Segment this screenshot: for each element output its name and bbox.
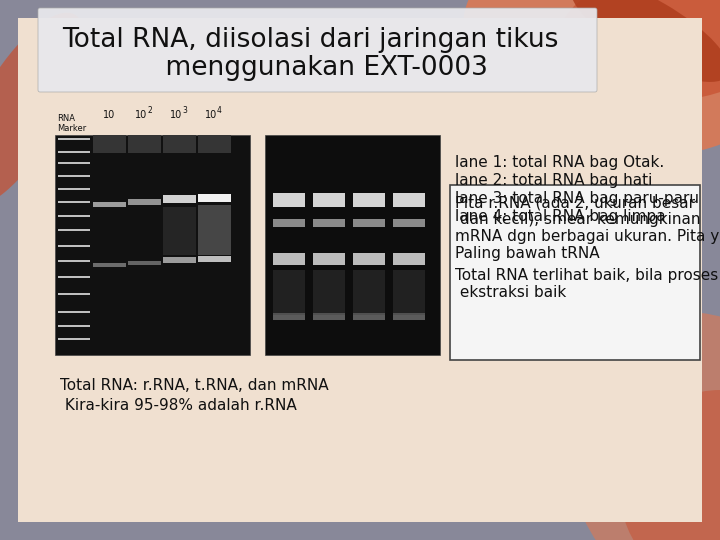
Bar <box>393 219 425 227</box>
Text: Total RNA: r.RNA, t.RNA, dan mRNA: Total RNA: r.RNA, t.RNA, dan mRNA <box>60 378 328 393</box>
Bar <box>313 193 345 207</box>
Bar <box>353 219 385 227</box>
Text: Pita r.RNA (ada 2, ukuran besar: Pita r.RNA (ada 2, ukuran besar <box>455 195 695 210</box>
Bar <box>58 245 90 247</box>
Ellipse shape <box>571 0 720 82</box>
Text: 10: 10 <box>205 110 217 120</box>
Bar <box>273 270 305 315</box>
Bar <box>353 270 385 315</box>
Bar <box>58 187 90 190</box>
Bar <box>128 135 161 153</box>
Bar <box>313 270 345 315</box>
Bar <box>58 293 90 295</box>
Bar <box>353 253 385 265</box>
Bar <box>128 261 161 265</box>
Bar <box>353 313 385 320</box>
Text: lane 4: total RNA bag limpa: lane 4: total RNA bag limpa <box>455 209 665 224</box>
Bar <box>313 219 345 227</box>
Bar <box>313 253 345 265</box>
Bar <box>58 138 90 140</box>
Bar <box>198 205 231 255</box>
Bar <box>58 161 90 164</box>
Bar <box>55 135 250 355</box>
Bar <box>198 256 231 262</box>
Bar <box>393 313 425 320</box>
Bar <box>93 202 126 207</box>
Ellipse shape <box>620 390 720 540</box>
Ellipse shape <box>463 0 720 155</box>
Text: 10: 10 <box>103 110 115 120</box>
Bar <box>58 338 90 340</box>
Bar <box>198 135 231 153</box>
Text: 2: 2 <box>147 106 152 115</box>
Bar <box>353 193 385 207</box>
Text: 4: 4 <box>217 106 222 115</box>
Bar <box>313 313 345 320</box>
Text: lane 1: total RNA bag Otak.: lane 1: total RNA bag Otak. <box>455 155 665 170</box>
Bar <box>273 253 305 265</box>
Bar <box>163 195 196 203</box>
Bar <box>163 135 196 153</box>
Text: Total RNA, diisolasi dari jaringan tikus: Total RNA, diisolasi dari jaringan tikus <box>62 27 558 53</box>
Bar <box>58 310 90 313</box>
Bar <box>128 199 161 205</box>
Bar <box>58 174 90 177</box>
FancyBboxPatch shape <box>18 18 702 522</box>
Text: 10: 10 <box>135 110 148 120</box>
FancyBboxPatch shape <box>38 8 597 92</box>
Text: Total RNA terlihat baik, bila proses: Total RNA terlihat baik, bila proses <box>455 268 719 283</box>
Text: ekstraksi baik: ekstraksi baik <box>455 285 566 300</box>
Bar <box>163 257 196 263</box>
Text: lane 3: total RNA bag paru-paru: lane 3: total RNA bag paru-paru <box>455 191 699 206</box>
Bar <box>58 214 90 217</box>
Text: menggunakan EXT-0003: menggunakan EXT-0003 <box>132 55 488 81</box>
Text: dan kecil), smear kemungkinan: dan kecil), smear kemungkinan <box>455 212 701 227</box>
Bar <box>58 151 90 153</box>
Text: 10: 10 <box>170 110 182 120</box>
Bar <box>393 193 425 207</box>
Bar <box>393 270 425 315</box>
Bar <box>273 219 305 227</box>
Bar <box>163 207 196 255</box>
Bar <box>393 253 425 265</box>
Bar <box>58 200 90 203</box>
Bar <box>93 263 126 267</box>
Bar <box>58 228 90 231</box>
Bar <box>265 135 440 355</box>
Bar <box>198 194 231 202</box>
Bar <box>58 275 90 278</box>
Ellipse shape <box>0 12 85 207</box>
Text: Paling bawah tRNA: Paling bawah tRNA <box>455 246 600 261</box>
Text: lane 2: total RNA bag hati: lane 2: total RNA bag hati <box>455 173 652 188</box>
Bar <box>450 185 700 360</box>
Bar <box>273 193 305 207</box>
Text: RNA
Marker: RNA Marker <box>57 113 86 133</box>
Bar <box>58 260 90 262</box>
Text: Kira-kira 95-98% adalah r.RNA: Kira-kira 95-98% adalah r.RNA <box>60 398 297 413</box>
Text: 3: 3 <box>182 106 187 115</box>
Ellipse shape <box>557 0 720 102</box>
Text: mRNA dgn berbagai ukuran. Pita yg: mRNA dgn berbagai ukuran. Pita yg <box>455 229 720 244</box>
Bar <box>273 313 305 320</box>
Bar <box>93 135 126 153</box>
Bar <box>58 325 90 327</box>
Ellipse shape <box>567 312 720 540</box>
